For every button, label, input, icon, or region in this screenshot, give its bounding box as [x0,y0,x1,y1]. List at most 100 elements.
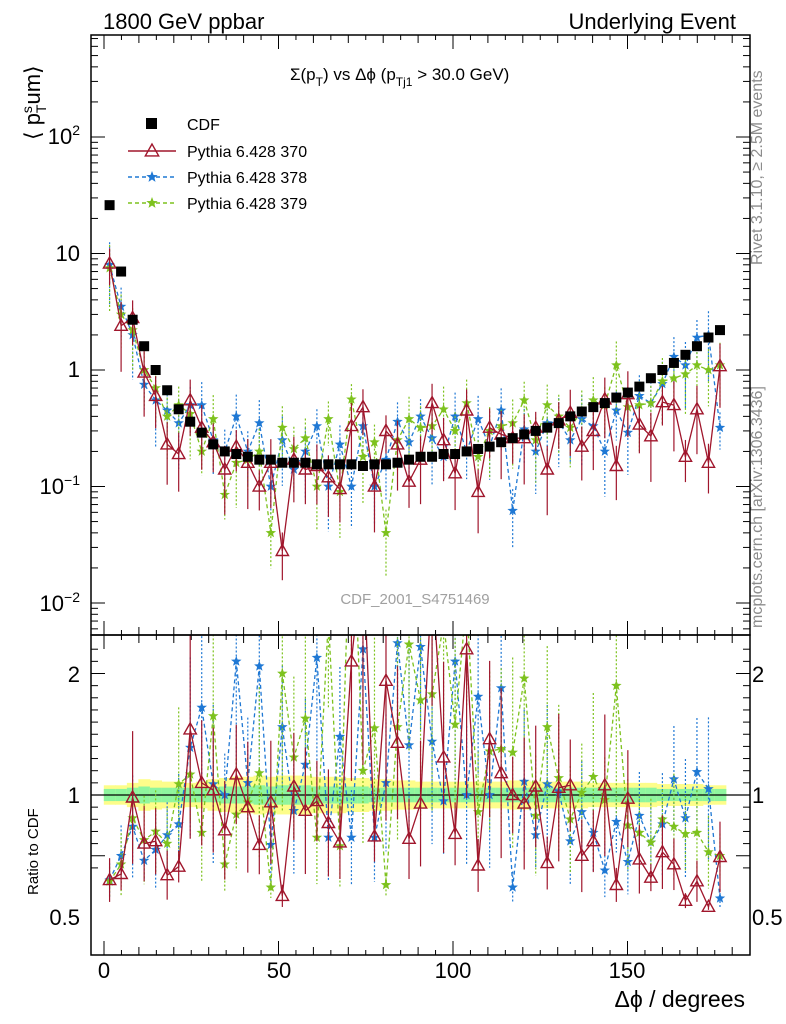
ratio-point-379 [357,765,369,776]
mcplots-label: mcplots.cern.ch [arXiv:1306.3436] [749,386,766,628]
point-370 [378,422,394,437]
point-cdf [553,418,564,429]
ratio-point-370 [205,782,221,796]
ratio-point-379 [208,710,219,721]
xlabel: Δϕ / degrees [614,986,745,1012]
ratio-point-379 [403,638,415,649]
point-378 [449,410,461,421]
point-379 [449,425,461,436]
point-cdf [162,385,173,396]
point-cdf [300,457,311,468]
point-cdf [219,446,230,457]
point-378 [691,332,703,342]
ylabel-post: um⟩ [20,65,45,104]
ratio-point-370 [426,570,438,581]
point-379 [703,364,714,375]
ratio-ylabel: Ratio to CDF [25,808,42,895]
point-370 [712,358,728,372]
point-378 [472,413,484,424]
ratio-point-378 [714,892,726,903]
point-cdf [450,449,461,460]
ratio-series-370 [102,570,728,912]
point-378 [380,454,392,465]
ratio-point-370 [182,721,198,735]
point-370 [436,432,451,446]
point-370 [666,397,682,411]
ratio-ytick-labels: 2 1 0.5 2 1 0.5 [49,662,782,930]
xtick-label-0: 0 [98,958,110,983]
point-378 [599,445,610,456]
ratio-ytick-2-right: 2 [752,662,764,687]
ratio-point-370 [551,779,567,793]
ratio-series-378 [104,635,726,908]
ratio-point-379 [277,668,288,678]
ratio-point-379 [300,713,311,723]
point-cdf [657,365,668,375]
ratio-point-379 [611,680,622,691]
point-cdf [714,325,725,336]
ratio-point-378 [611,816,622,827]
ytick-label-0p01: 10−2 [40,589,81,616]
ratio-point-370 [240,799,256,813]
main-ytick-labels: 102 10 1 10−1 10−2 [40,122,81,616]
point-cdf [668,357,679,368]
point-370 [321,469,336,483]
point-cdf [369,459,380,470]
point-cdf [196,427,207,438]
ratio-point-378 [691,766,703,777]
point-cdf [311,459,322,470]
ratio-point-370 [413,795,428,809]
ratio-ytick-0p5-right: 0.5 [752,905,783,930]
point-cdf [634,381,645,392]
legend-label-cdf: CDF [187,117,220,134]
point-379 [208,413,219,424]
ratio-point-370 [701,898,716,912]
ratio-point-370 [470,857,486,871]
point-379 [680,368,691,379]
ratio-point-379 [173,778,184,789]
title-tail: > 30.0 GeV) [412,65,509,84]
header-left: 1800 GeV ppbar [103,9,264,34]
ratio-point-370 [505,787,521,801]
point-370 [113,317,129,331]
ratio-point-378 [622,856,634,867]
point-cdf [404,454,415,465]
point-370 [182,392,198,406]
ratio-point-370 [113,866,129,880]
point-cdf [415,451,426,462]
point-370 [136,364,152,378]
point-cdf [588,402,599,413]
legend-marker-379 [146,197,158,208]
ratio-point-370 [585,833,601,847]
ratio-point-370 [678,892,693,906]
point-378 [196,399,207,410]
point-cdf [392,457,403,468]
point-378 [254,417,265,428]
ratio-point-370 [401,830,417,844]
point-379 [380,527,392,538]
point-378 [346,481,357,491]
point-cdf [288,457,299,468]
line-378 [108,264,721,511]
ratio-line-379 [109,635,721,888]
plot-title: Σ(pT) vs Δϕ (pTj1 > 30.0 GeV) [290,65,509,89]
main-ylabel: ⟨ psTum⟩ [19,65,49,140]
point-cdf [576,406,587,417]
ratio-point-378 [576,806,587,817]
point-cdf [496,437,507,448]
ratio-point-379 [691,827,703,838]
header-right: Underlying Event [568,9,736,34]
point-370 [159,436,175,450]
point-379 [668,372,680,383]
point-378 [576,413,587,424]
point-378 [231,410,242,421]
ratio-point-379 [588,771,599,782]
ratio-point-370 [516,795,532,809]
ratio-point-370 [655,844,670,858]
point-379 [645,397,657,408]
point-370 [574,438,590,452]
ratio-point-370 [574,847,590,861]
ratio-point-370 [562,777,578,791]
ratio-point-370 [689,873,705,887]
